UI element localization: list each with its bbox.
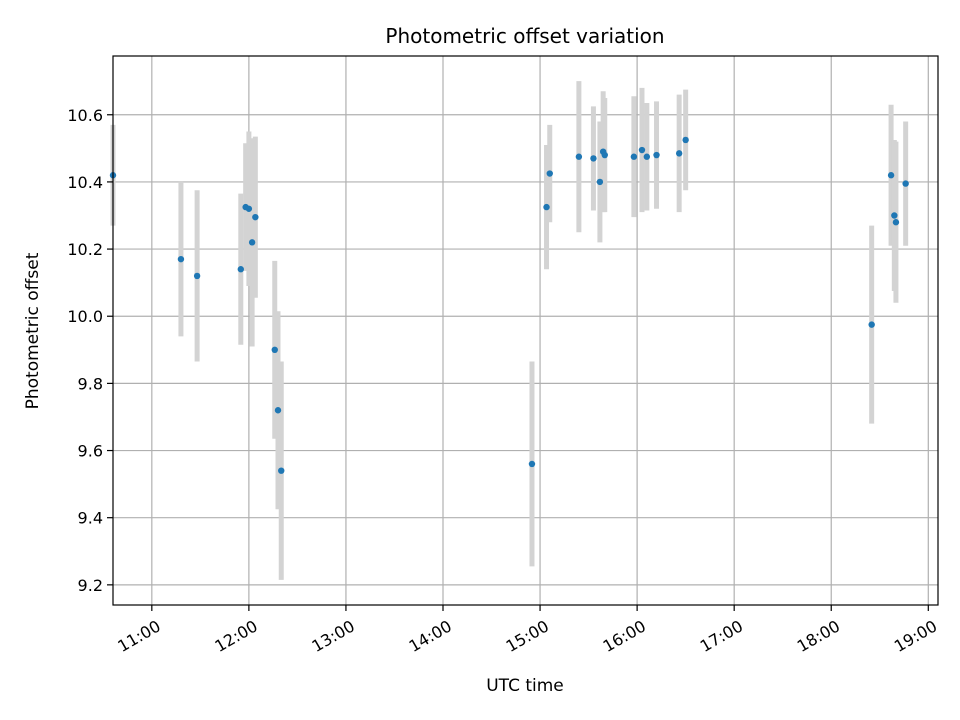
y-tick-label: 10.4 — [67, 173, 103, 192]
data-point — [868, 321, 875, 328]
data-point — [653, 151, 660, 159]
chart-title: Photometric offset variation — [385, 24, 664, 48]
x-axis-label: UTC time — [486, 676, 564, 696]
grid — [113, 56, 938, 605]
y-tick-label: 9.2 — [78, 576, 103, 595]
y-axis-ticks: 9.2 9.4 9.6 9.8 10.0 10.2 10.4 10.6 — [67, 106, 113, 595]
y-tick-label: 9.6 — [78, 442, 103, 461]
data-point — [274, 407, 282, 414]
y-tick-label: 10.0 — [67, 307, 103, 326]
y-tick-label: 10.2 — [67, 240, 103, 259]
data-point — [278, 467, 285, 474]
data-point — [271, 346, 278, 354]
data-point — [675, 150, 683, 157]
y-tick-label: 10.6 — [67, 106, 103, 125]
data-point — [643, 153, 651, 160]
data-point — [590, 155, 597, 162]
data-point — [902, 180, 909, 187]
data-point — [682, 136, 689, 144]
y-tick-label: 9.8 — [78, 374, 103, 393]
data-point — [887, 172, 895, 179]
data-point — [248, 239, 256, 246]
plot-frame — [112, 55, 939, 606]
y-tick-label: 9.4 — [78, 509, 103, 528]
data-point — [245, 205, 253, 212]
data-point — [237, 266, 244, 273]
data-point — [630, 153, 638, 160]
data-point — [177, 255, 185, 263]
data-point — [596, 178, 604, 186]
data-point — [891, 212, 898, 219]
data-point — [892, 219, 900, 226]
data-point — [546, 170, 553, 177]
data-point — [528, 460, 536, 468]
y-axis-label: Photometric offset — [23, 252, 43, 409]
data-point — [575, 153, 583, 160]
data-point — [638, 146, 646, 154]
data-point — [543, 203, 550, 211]
data-point — [252, 213, 259, 221]
data-point — [601, 151, 608, 159]
data-points — [109, 136, 909, 474]
data-point — [193, 272, 201, 280]
